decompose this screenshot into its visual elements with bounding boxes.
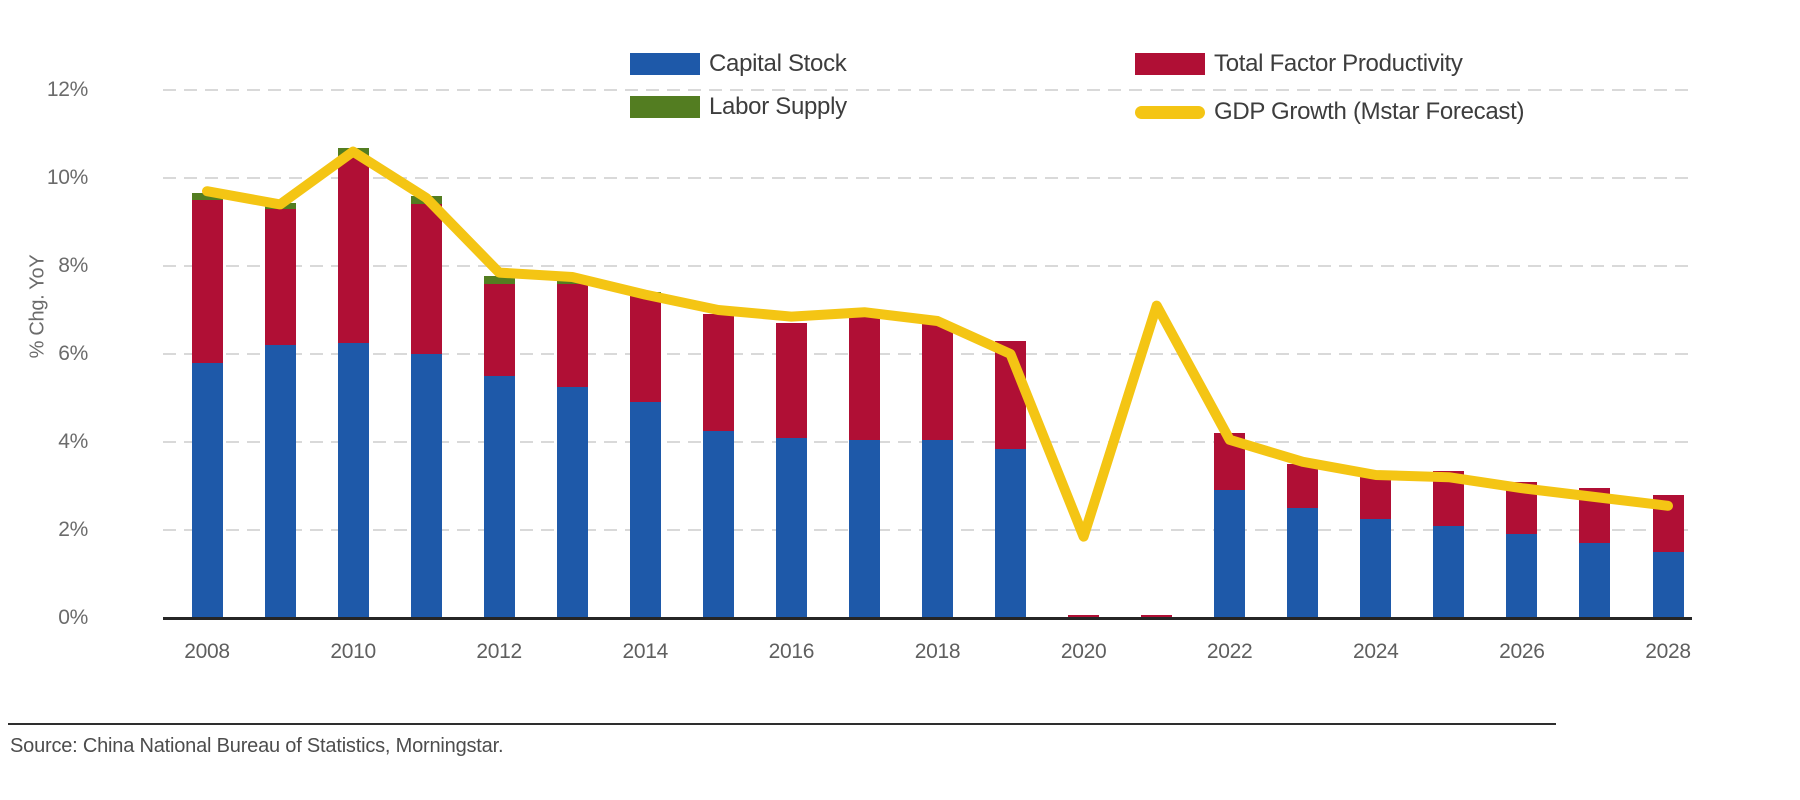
legend-item-capital-stock: Capital Stock <box>630 50 847 78</box>
legend-item-total-factor-productivity: Total Factor Productivity <box>1135 50 1463 78</box>
bar-2012-total-factor-productivity <box>483 283 515 376</box>
bar-2024-capital-stock <box>1360 519 1392 618</box>
x-tick-2024: 2024 <box>1353 640 1399 663</box>
bar-2017-total-factor-productivity <box>848 314 880 440</box>
y-axis-title: % Chg. YoY <box>26 254 49 359</box>
capital-stock-swatch <box>630 53 700 75</box>
bar-2008-capital-stock <box>191 362 223 618</box>
bar-2014-labor-supply <box>629 292 661 295</box>
x-tick-2020: 2020 <box>1060 640 1107 663</box>
bar-2022-capital-stock <box>1214 490 1246 618</box>
x-tick-2012: 2012 <box>476 640 522 663</box>
gdp-growth-line-swatch <box>1135 105 1205 119</box>
x-tick-2014: 2014 <box>622 640 669 663</box>
bar-2017-capital-stock <box>848 439 880 618</box>
x-axis-line <box>163 617 1692 620</box>
bar-2018-total-factor-productivity <box>922 323 953 440</box>
y-tick-8pct: 8% <box>58 254 88 277</box>
source-text: Source: China National Bureau of Statist… <box>10 735 504 757</box>
bar-2021-total-factor-productivity <box>1141 615 1173 617</box>
bar-2028-capital-stock <box>1652 552 1684 618</box>
x-tick-2026: 2026 <box>1499 640 1545 663</box>
total-factor-productivity-swatch <box>1135 53 1205 75</box>
y-tick-2pct: 2% <box>58 518 88 541</box>
bar-2023-total-factor-productivity <box>1287 464 1319 508</box>
bar-2008-labor-supply <box>191 192 223 200</box>
x-tick-2008: 2008 <box>184 640 230 663</box>
bar-2018-capital-stock <box>922 439 953 618</box>
y-tick-12pct: 12% <box>46 78 88 101</box>
gridline-10pct <box>163 177 1692 179</box>
bar-2009-capital-stock <box>264 345 296 618</box>
x-tick-2018: 2018 <box>914 640 961 663</box>
bar-2016-capital-stock <box>775 437 807 618</box>
bar-2011-capital-stock <box>410 354 442 618</box>
bar-2024-total-factor-productivity <box>1360 475 1392 519</box>
bar-2027-total-factor-productivity <box>1579 488 1611 544</box>
bar-2026-total-factor-productivity <box>1506 481 1538 535</box>
bar-2013-labor-supply <box>556 279 588 284</box>
labor-supply-swatch <box>630 96 700 118</box>
bar-2011-labor-supply <box>410 196 442 205</box>
bar-2010-total-factor-productivity <box>337 156 369 343</box>
bar-2022-total-factor-productivity <box>1214 433 1246 491</box>
legend-label: Total Factor Productivity <box>1214 50 1463 77</box>
y-tick-10pct: 10% <box>46 166 88 189</box>
legend-item-labor-supply: Labor Supply <box>630 93 847 121</box>
y-tick-6pct: 6% <box>58 342 88 365</box>
bar-2009-labor-supply <box>264 203 296 209</box>
legend-label: GDP Growth (Mstar Forecast) <box>1214 98 1525 125</box>
x-tick-2010: 2010 <box>330 640 376 663</box>
x-tick-2016: 2016 <box>768 640 815 663</box>
bar-2015-total-factor-productivity <box>702 314 734 431</box>
legend-item-gdp-growth: GDP Growth (Mstar Forecast) <box>1135 98 1524 126</box>
bar-2010-labor-supply <box>337 148 369 156</box>
bar-2010-capital-stock <box>337 343 369 618</box>
bar-2013-capital-stock <box>556 387 588 618</box>
legend-label: Capital Stock <box>709 50 847 77</box>
legend-label: Labor Supply <box>709 93 847 120</box>
x-tick-2022: 2022 <box>1206 640 1253 663</box>
x-tick-2028: 2028 <box>1645 640 1691 663</box>
bar-2008-total-factor-productivity <box>191 200 223 363</box>
bar-2026-capital-stock <box>1506 534 1538 618</box>
bar-2019-capital-stock <box>995 448 1027 618</box>
bar-2011-total-factor-productivity <box>410 204 442 354</box>
bar-2016-total-factor-productivity <box>775 323 807 438</box>
bar-2020-total-factor-productivity <box>1068 615 1100 617</box>
bar-2014-total-factor-productivity <box>629 294 661 403</box>
bar-2012-labor-supply <box>483 276 515 284</box>
bar-2025-total-factor-productivity <box>1433 470 1465 526</box>
bar-2015-capital-stock <box>702 431 734 618</box>
bar-2019-total-factor-productivity <box>995 340 1027 449</box>
bar-2014-capital-stock <box>629 402 661 618</box>
gridline-12pct <box>163 89 1692 91</box>
bar-2012-capital-stock <box>483 376 515 618</box>
bar-2028-total-factor-productivity <box>1652 494 1684 552</box>
bar-2009-total-factor-productivity <box>264 208 296 346</box>
gridline-8pct <box>163 265 1692 267</box>
y-tick-0pct: 0% <box>58 606 88 629</box>
bar-2023-capital-stock <box>1287 508 1319 618</box>
bar-2027-capital-stock <box>1579 543 1611 618</box>
source-divider <box>8 723 1556 725</box>
bar-2013-total-factor-productivity <box>556 283 588 387</box>
y-tick-4pct: 4% <box>58 430 88 453</box>
bar-2025-capital-stock <box>1433 525 1465 618</box>
